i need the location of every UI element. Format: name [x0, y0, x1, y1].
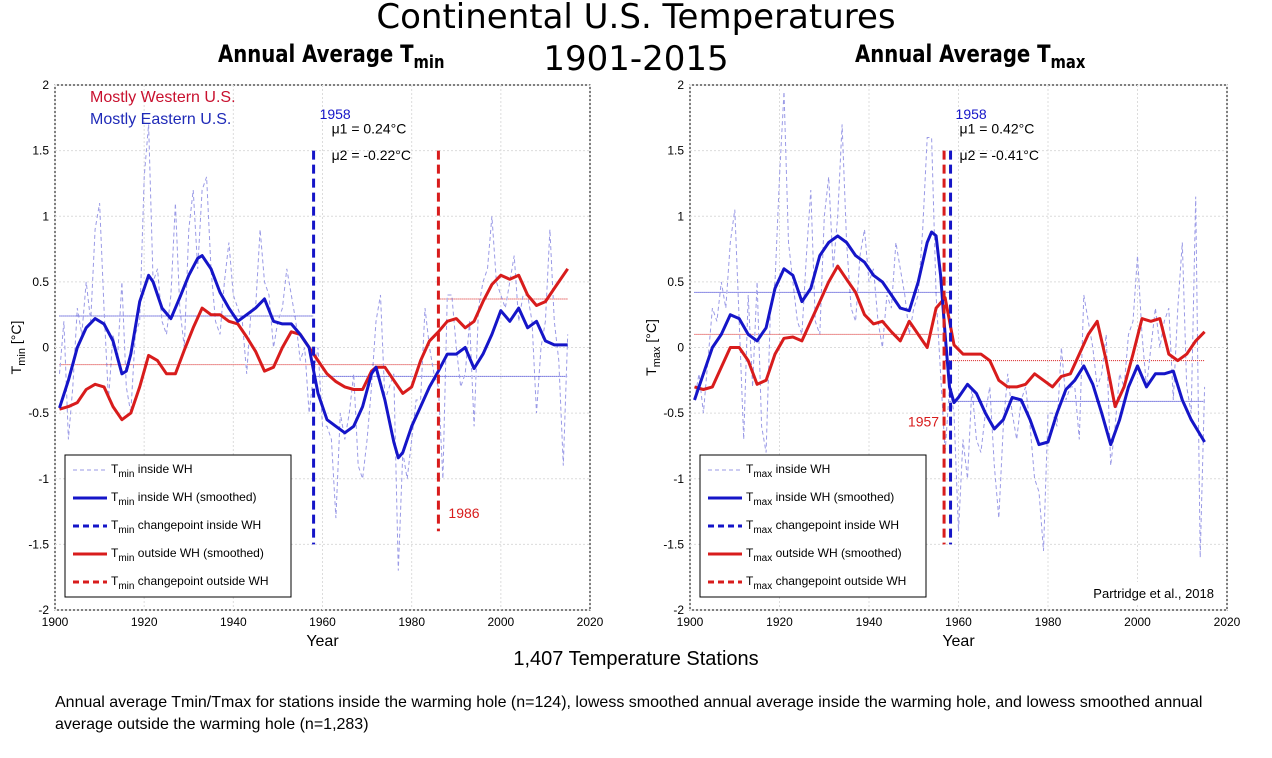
tmin-changepoint-inside-label: 1958 [320, 106, 351, 122]
tmax-legend-label-cp-inside: Tmax changepoint inside WH [746, 518, 899, 536]
tmin-legend-label-inside: Tmin inside WH (smoothed) [111, 490, 257, 508]
tmin-x-tick-label: 2000 [487, 615, 514, 629]
tmin-y-tick-label: 0.5 [32, 275, 49, 289]
tmin-legend-box [64, 454, 292, 598]
tmax-y-tick-label: -1 [673, 472, 684, 486]
tmax-y-tick-label: 0 [677, 341, 684, 355]
tmax-legend: Tmax inside WH Tmax inside WH (smoothed) T… [699, 454, 927, 598]
tmin-y-tick-label: 0 [42, 341, 49, 355]
tmin-x-tick-label: 1960 [309, 615, 336, 629]
stations-label: 1,407 Temperature Stations [513, 648, 759, 670]
tmin-changepoint-outside-label: 1986 [448, 505, 479, 521]
tmax-x-axis-label: Year [942, 633, 975, 650]
tmin-series-inside-smoothed [58, 254, 568, 460]
region-label-western: Mostly Western U.S. [90, 89, 236, 106]
tmax-mean-2-stat: μ2 = -0.41°C [960, 147, 1039, 163]
tmin-plot: 1900 1920 1940 1960 1980 2000 2020 -2 -1.5 -1 -0.5… [8, 78, 604, 650]
tmin-y-tick-label: -0.5 [28, 406, 49, 420]
tmin-legend-label-raw: Tmin inside WH [111, 462, 192, 480]
tmax-y-tick-label: 2 [677, 78, 684, 92]
tmax-y-tick-label: -0.5 [663, 406, 684, 420]
region-label-eastern: Mostly Eastern U.S. [90, 111, 231, 128]
tmax-x-tick-label: 1980 [1035, 615, 1062, 629]
tmin-legend-label-outside: Tmin outside WH (smoothed) [111, 546, 264, 564]
figure-subtitle: 1901-2015 [543, 39, 729, 79]
tmin-y-axis-label: Tmin [°C] [8, 321, 28, 375]
tmin-legend: Tmin inside WH Tmin inside WH (smoothed) T… [64, 454, 292, 598]
tmax-y-tick-label: -2 [673, 603, 684, 617]
tmax-changepoint-outside-label: 1957 [908, 413, 939, 429]
tmin-mean-2-stat: μ2 = -0.22°C [332, 147, 411, 163]
tmax-y-tick-label: 1.5 [667, 144, 684, 158]
tmin-y-tick-label: 1 [42, 209, 49, 223]
tmin-x-tick-label: 1980 [398, 615, 425, 629]
tmin-legend-label-cp-outside: Tmin changepoint outside WH [111, 574, 269, 592]
tmax-x-tick-label: 1920 [766, 615, 793, 629]
tmax-y-tick-label: 1 [677, 209, 684, 223]
tmax-y-tick-label: -1.5 [663, 537, 684, 551]
tmin-x-tick-label: 1940 [220, 615, 247, 629]
tmax-legend-label-raw: Tmax inside WH [746, 462, 830, 480]
tmax-legend-box [699, 454, 927, 598]
citation-label: Partridge et al., 2018 [1093, 586, 1214, 601]
tmin-x-tick-label: 1920 [131, 615, 158, 629]
tmin-y-tick-label: 1.5 [32, 144, 49, 158]
tmax-y-tick-label: 0.5 [667, 275, 684, 289]
tmin-x-axis-label: Year [306, 633, 339, 650]
tmax-x-tick-label: 2020 [1214, 615, 1241, 629]
tmax-changepoint-inside-label: 1958 [956, 106, 987, 122]
tmin-y-tick-label: -1 [38, 472, 49, 486]
tmax-panel-title: Annual Average Tmax [855, 40, 1086, 73]
citation-box [1062, 582, 1222, 604]
tmin-mean-1-stat: μ1 = 0.24°C [332, 121, 407, 137]
tmax-plot: 1900 1920 1940 1960 1980 2000 2020 -2 -1.5 -1 -0.5… [643, 78, 1241, 650]
tmax-x-tick-label: 1960 [945, 615, 972, 629]
tmin-legend-label-cp-inside: Tmin changepoint inside WH [111, 518, 261, 536]
tmax-legend-label-cp-outside: Tmax changepoint outside WH [746, 574, 906, 592]
tmin-x-tick-label: 2020 [577, 615, 604, 629]
tmin-y-tick-label: -2 [38, 603, 49, 617]
figure-title: Continental U.S. Temperatures [376, 0, 896, 37]
tmax-legend-label-inside: Tmax inside WH (smoothed) [746, 490, 894, 508]
tmin-x-tick-label: 1900 [42, 615, 69, 629]
tmax-x-tick-label: 1900 [677, 615, 704, 629]
tmin-y-tick-label: 2 [42, 78, 49, 92]
tmax-legend-label-outside: Tmax outside WH (smoothed) [746, 546, 902, 564]
tmax-x-tick-label: 1940 [856, 615, 883, 629]
figure-caption: Annual average Tmin/Tmax for stations in… [55, 694, 1203, 733]
tmax-x-tick-label: 2000 [1124, 615, 1151, 629]
tmin-y-tick-label: -1.5 [28, 537, 49, 551]
tmin-panel-title: Annual Average Tmin [218, 40, 445, 73]
tmax-y-axis-label: Tmax [°C] [643, 319, 663, 376]
tmax-mean-1-stat: μ1 = 0.42°C [960, 121, 1035, 137]
